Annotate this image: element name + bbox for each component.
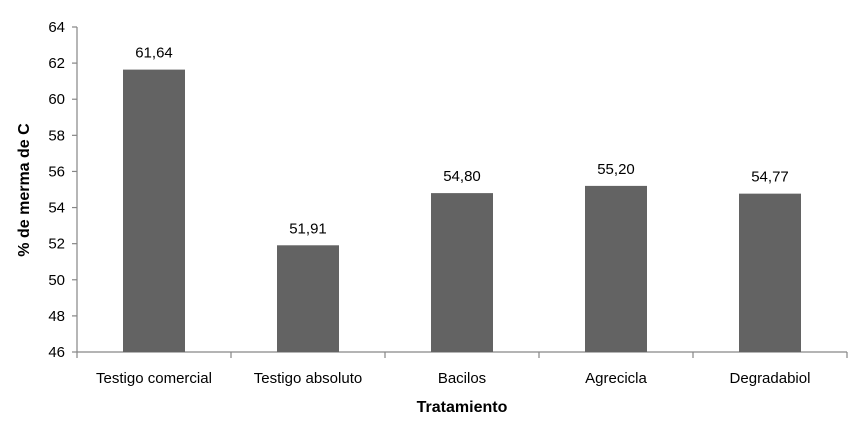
x-tick-label: Testigo comercial [96,370,212,387]
y-tick-label: 62 [48,55,65,72]
data-label: 51,91 [289,220,327,237]
x-tick-label: Bacilos [438,370,486,387]
x-tick-label: Testigo absoluto [254,370,362,387]
bar [585,185,647,352]
x-axis-title: Tratamiento [417,399,508,416]
y-tick-label: 50 [48,272,65,289]
x-tick-label: Degradabiol [730,370,811,387]
bars [123,69,801,352]
bar [123,69,185,352]
y-tick-label: 52 [48,236,65,253]
y-tick-label: 58 [48,127,65,144]
bar [739,193,801,352]
bar [431,193,493,352]
data-label: 55,20 [597,161,635,178]
data-label: 54,80 [443,168,481,185]
x-axis: Testigo comercial Testigo absoluto Bacilos… [76,351,848,387]
x-tick-label: Agrecicla [585,370,647,387]
y-tick-label: 56 [48,163,65,180]
y-tick-label: 54 [48,200,65,217]
y-tick-label: 46 [48,344,65,361]
y-axis: 46 48 50 52 54 56 58 60 62 64 [48,19,78,361]
y-tick-label: 60 [48,91,65,108]
y-tick-label: 64 [48,19,65,36]
bar [277,245,339,352]
y-axis-title: % de merma de C [16,123,33,257]
data-labels: 61,64 51,91 54,80 55,20 54,77 [135,45,789,238]
data-label: 54,77 [751,169,789,186]
y-tick-label: 48 [48,308,65,325]
data-label: 61,64 [135,45,173,62]
